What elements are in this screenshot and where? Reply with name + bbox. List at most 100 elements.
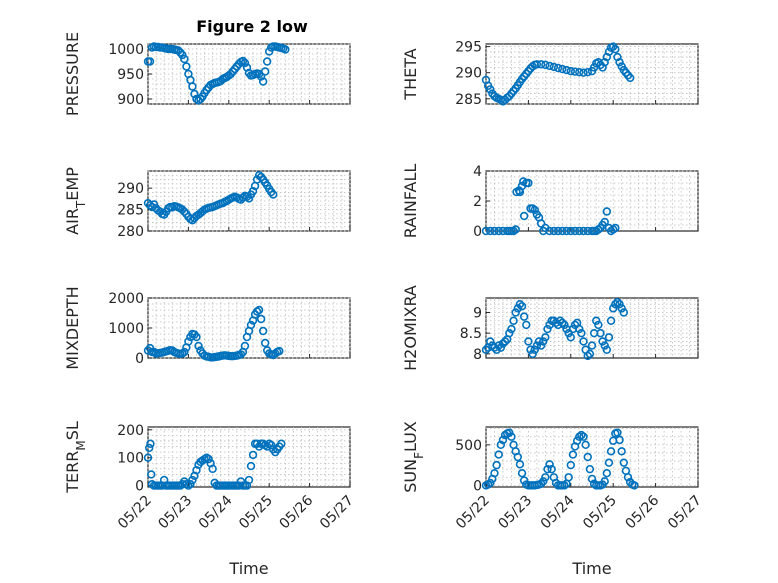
data-point (208, 464, 217, 474)
y-tick-label: 8 (473, 347, 482, 363)
data-point (507, 432, 516, 441)
data-point (560, 320, 569, 330)
data-point (490, 226, 499, 236)
data-point (585, 349, 595, 359)
data-point (281, 45, 290, 54)
y-tick-label: 290 (117, 181, 144, 197)
data-point (517, 302, 527, 311)
data-point (190, 89, 199, 99)
data-point (180, 207, 189, 216)
data-point (515, 460, 525, 469)
data-point (511, 225, 520, 234)
data-point (617, 304, 626, 313)
data-point (258, 77, 268, 86)
data-point (615, 300, 624, 309)
data-point (519, 211, 529, 221)
data-point (246, 320, 256, 330)
y-axis-label: PRESSURE (63, 32, 82, 116)
data-point (481, 345, 491, 354)
data-point (602, 345, 612, 354)
axes-box (147, 426, 351, 488)
data-point (524, 178, 533, 188)
data-point (486, 478, 495, 488)
data-point (600, 477, 609, 486)
data-point (248, 450, 258, 460)
data-point (509, 316, 518, 325)
data-point (238, 56, 248, 66)
subplot-4: 0 2 4 RAINFALL (401, 164, 699, 240)
data-point (602, 469, 612, 478)
data-point (496, 343, 506, 352)
data-point (543, 324, 552, 334)
data-point (486, 85, 495, 94)
data-point (498, 435, 508, 445)
y-tick-label: 1000 (108, 42, 144, 58)
data-point (606, 447, 616, 456)
data-point (587, 341, 597, 350)
y-tick-label: 2 (473, 194, 482, 210)
data-point (265, 47, 274, 56)
data-point (240, 341, 250, 351)
data-point (494, 341, 503, 350)
data-point (188, 82, 197, 91)
data-point (143, 453, 153, 462)
data-point (524, 337, 533, 346)
data-point (600, 217, 609, 227)
y-tick-label: 285 (455, 92, 482, 108)
data-point (558, 318, 567, 328)
data-point (541, 473, 550, 482)
data-point (549, 62, 559, 72)
data-point (570, 67, 580, 76)
data-point (600, 341, 609, 350)
data-point (184, 337, 193, 346)
data-point (246, 461, 256, 471)
data-point (568, 450, 578, 459)
data-point (596, 328, 605, 338)
data-point (594, 320, 603, 330)
data-point (178, 50, 187, 60)
x-axis-label: Time (228, 559, 268, 578)
y-tick-label: 4 (473, 164, 482, 180)
data-point (611, 300, 620, 309)
data-point (583, 351, 592, 361)
data-point (534, 337, 544, 346)
data-point (522, 320, 531, 330)
data-point (269, 190, 278, 199)
y-tick-label: 0 (473, 224, 482, 240)
y-tick-label: 200 (117, 423, 144, 439)
data-point (258, 326, 268, 336)
data-point (492, 345, 501, 354)
data-point (262, 57, 272, 66)
data-point (558, 64, 567, 74)
data-point (566, 66, 575, 76)
data-point (545, 226, 554, 236)
data-point (513, 304, 522, 313)
data-point (579, 226, 588, 236)
data-point (625, 73, 635, 83)
data-point (490, 469, 499, 478)
data-point (613, 297, 622, 307)
data-point (575, 226, 584, 236)
data-point (547, 464, 556, 474)
data-point (615, 58, 624, 67)
data-point (532, 60, 542, 69)
data-point (532, 341, 542, 350)
data-point (539, 337, 548, 346)
data-point (566, 226, 575, 236)
data-point (602, 207, 612, 216)
axes-box (485, 426, 699, 488)
data-point (619, 458, 628, 467)
data-point (505, 428, 514, 437)
data-point (553, 226, 563, 236)
data-point (566, 333, 575, 342)
data-point (630, 481, 639, 490)
data-point (562, 226, 571, 236)
data-point (585, 464, 595, 474)
data-point (277, 439, 286, 448)
data-point (505, 328, 514, 338)
subplot-2: 285 290 295 THETA (401, 40, 699, 108)
data-point (583, 67, 592, 77)
data-point (615, 435, 624, 445)
data-point (564, 328, 573, 338)
data-point (545, 460, 554, 469)
